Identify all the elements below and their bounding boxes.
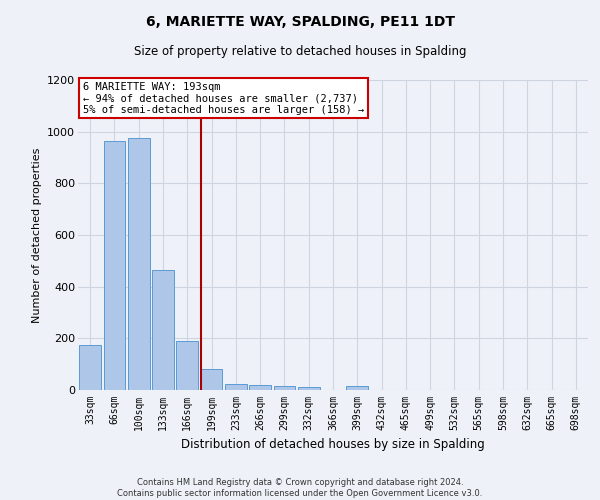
Bar bbox=[200, 370, 223, 390]
Bar bbox=[298, 388, 320, 390]
Bar bbox=[346, 386, 368, 390]
Bar bbox=[274, 386, 295, 390]
Bar bbox=[225, 384, 247, 390]
Bar bbox=[104, 140, 125, 390]
Bar bbox=[249, 385, 271, 390]
X-axis label: Distribution of detached houses by size in Spalding: Distribution of detached houses by size … bbox=[181, 438, 485, 452]
Bar bbox=[128, 138, 149, 390]
Y-axis label: Number of detached properties: Number of detached properties bbox=[32, 148, 41, 322]
Text: 6 MARIETTE WAY: 193sqm
← 94% of detached houses are smaller (2,737)
5% of semi-d: 6 MARIETTE WAY: 193sqm ← 94% of detached… bbox=[83, 82, 364, 115]
Bar bbox=[79, 345, 101, 390]
Text: Size of property relative to detached houses in Spalding: Size of property relative to detached ho… bbox=[134, 45, 466, 58]
Bar bbox=[176, 341, 198, 390]
Text: 6, MARIETTE WAY, SPALDING, PE11 1DT: 6, MARIETTE WAY, SPALDING, PE11 1DT bbox=[146, 15, 455, 29]
Text: Contains HM Land Registry data © Crown copyright and database right 2024.
Contai: Contains HM Land Registry data © Crown c… bbox=[118, 478, 482, 498]
Bar bbox=[152, 270, 174, 390]
